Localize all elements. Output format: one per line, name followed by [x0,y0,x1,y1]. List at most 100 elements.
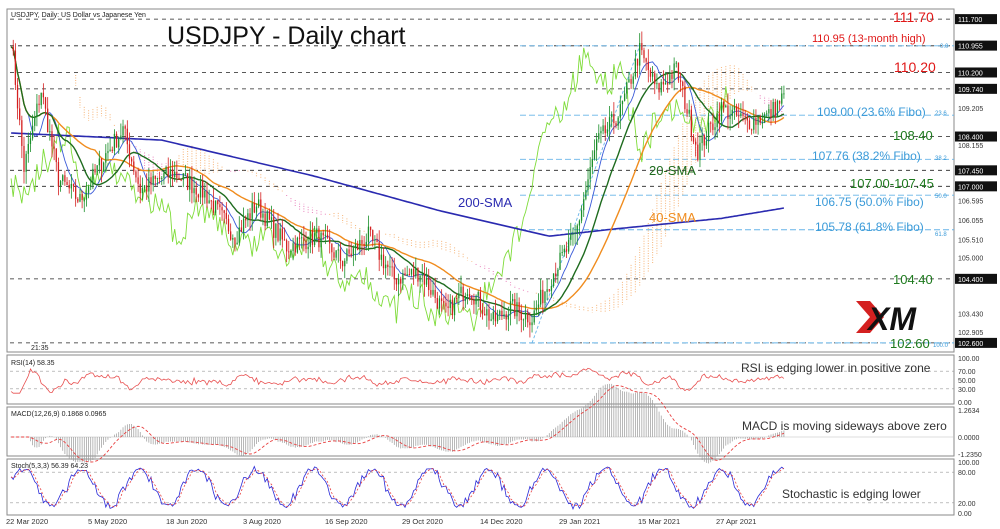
xm-logo: XM [856,301,917,337]
candle-body [630,79,632,84]
price-tick: 108.400 [958,135,983,142]
candle-body [264,213,266,227]
candle-body [322,232,324,236]
candle-body [701,135,703,144]
candle-body [311,230,314,245]
fibo-label-38-2: 107.76 (38.2% Fibo) [812,149,921,163]
candle-body [44,97,47,109]
candle-body [320,232,322,248]
candle-body [279,228,281,241]
time-tick: 3 Aug 2020 [243,517,281,526]
candle-body [522,319,525,321]
candle-body [763,114,766,123]
candle-body [380,254,382,260]
candle-body [725,105,727,108]
candle-body [273,217,275,238]
candle-body [677,62,680,81]
candle-body [488,309,490,321]
candle-body [451,299,454,316]
candle-body [438,298,441,309]
candle-body [298,237,301,239]
candle-body [36,103,38,117]
candle-body [613,113,615,124]
candle-body [656,82,658,85]
candle-body [490,319,492,321]
candle-body [204,190,206,198]
candle-body [759,117,761,123]
candle-body [59,181,62,187]
candle-body [137,177,139,184]
candle-body [214,200,217,213]
candle-body [593,150,596,159]
time-tick: 15 Mar 2021 [638,517,680,526]
candle-body [113,133,116,151]
candle-body [781,93,783,104]
candle-body [466,294,469,296]
price-tag-bg [955,67,997,78]
fibo-tag-50: 50.0 [935,194,947,200]
stoch-label: Stoch(5,3,3) 56.39 64.23 [11,463,88,470]
candle-body [206,190,208,204]
macd-pane-frame [6,406,955,457]
candle-body [768,109,770,114]
candle-body [432,289,434,295]
candle-body [604,125,606,134]
candle-body [148,177,150,192]
candle-body [645,58,647,62]
candle-body [199,180,202,198]
fibo-label-61-8: 105.78 (61.8% Fibo) [815,220,924,234]
candle-body [333,252,335,258]
candle-body [77,198,79,202]
time-tick: 5 May 2020 [88,517,127,526]
candle-body [258,199,260,207]
sma40-line [10,46,785,310]
candle-body [757,117,759,125]
candle-body [621,100,624,105]
candle-body [122,126,124,136]
candle-body [128,144,131,159]
level-label-104-40: 104.40 [893,272,933,287]
candle-body [341,260,344,267]
candle-body [649,70,652,77]
candle-body [720,101,723,122]
indicator-tick: 100.00 [958,356,980,363]
price-tag-bg [955,165,997,176]
candle-body [643,50,645,59]
candle-body [703,135,705,146]
candle-body [748,120,751,130]
candle-body [555,273,557,277]
candle-body [193,188,195,194]
candle-body [236,242,238,245]
candle-body [354,244,357,249]
candle-body [352,248,355,256]
candle-body [766,113,768,115]
candle-body [557,269,559,277]
candle-body [124,126,126,129]
level-label-110-95: 110.95 (13-month high) [812,33,926,45]
candle-body [305,240,307,250]
candle-body [389,266,391,268]
candle-body [430,290,432,295]
candle-body [118,138,120,148]
candle-body [682,81,684,87]
candle-body [208,200,210,204]
price-tag-bg [955,181,997,192]
candle-body [90,185,92,187]
candle-body [761,122,764,124]
candle-body [518,302,520,312]
candle-body [171,169,174,177]
candle-body [611,113,613,118]
candle-body [664,82,667,85]
candle-body [143,185,146,189]
candle-body [692,135,695,142]
time-tick: 27 Apr 2021 [716,517,756,526]
candle-body [309,230,311,247]
candle-body [40,92,42,106]
candle-body [51,131,53,147]
rsi-label: RSI(14) 58.35 [11,360,55,367]
indicator-tick: 0.00 [958,511,972,518]
tenkan-line [10,46,785,318]
candle-body [716,113,718,128]
candle-body [100,158,103,171]
